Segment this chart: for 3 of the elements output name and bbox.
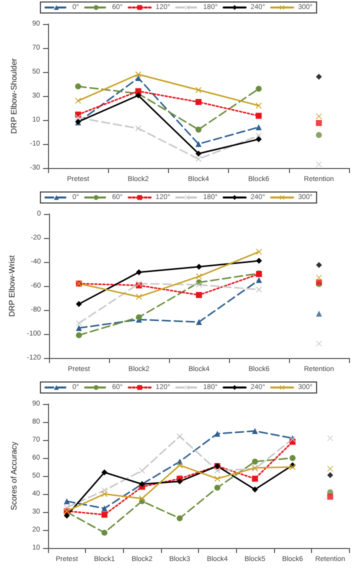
y-axis-title: DRP Elbow-Shoulder <box>10 58 18 134</box>
y-axis-title: DRP Elbow-Wrist <box>8 254 16 317</box>
y-axis-title: Scores of Accuracy <box>10 442 18 510</box>
